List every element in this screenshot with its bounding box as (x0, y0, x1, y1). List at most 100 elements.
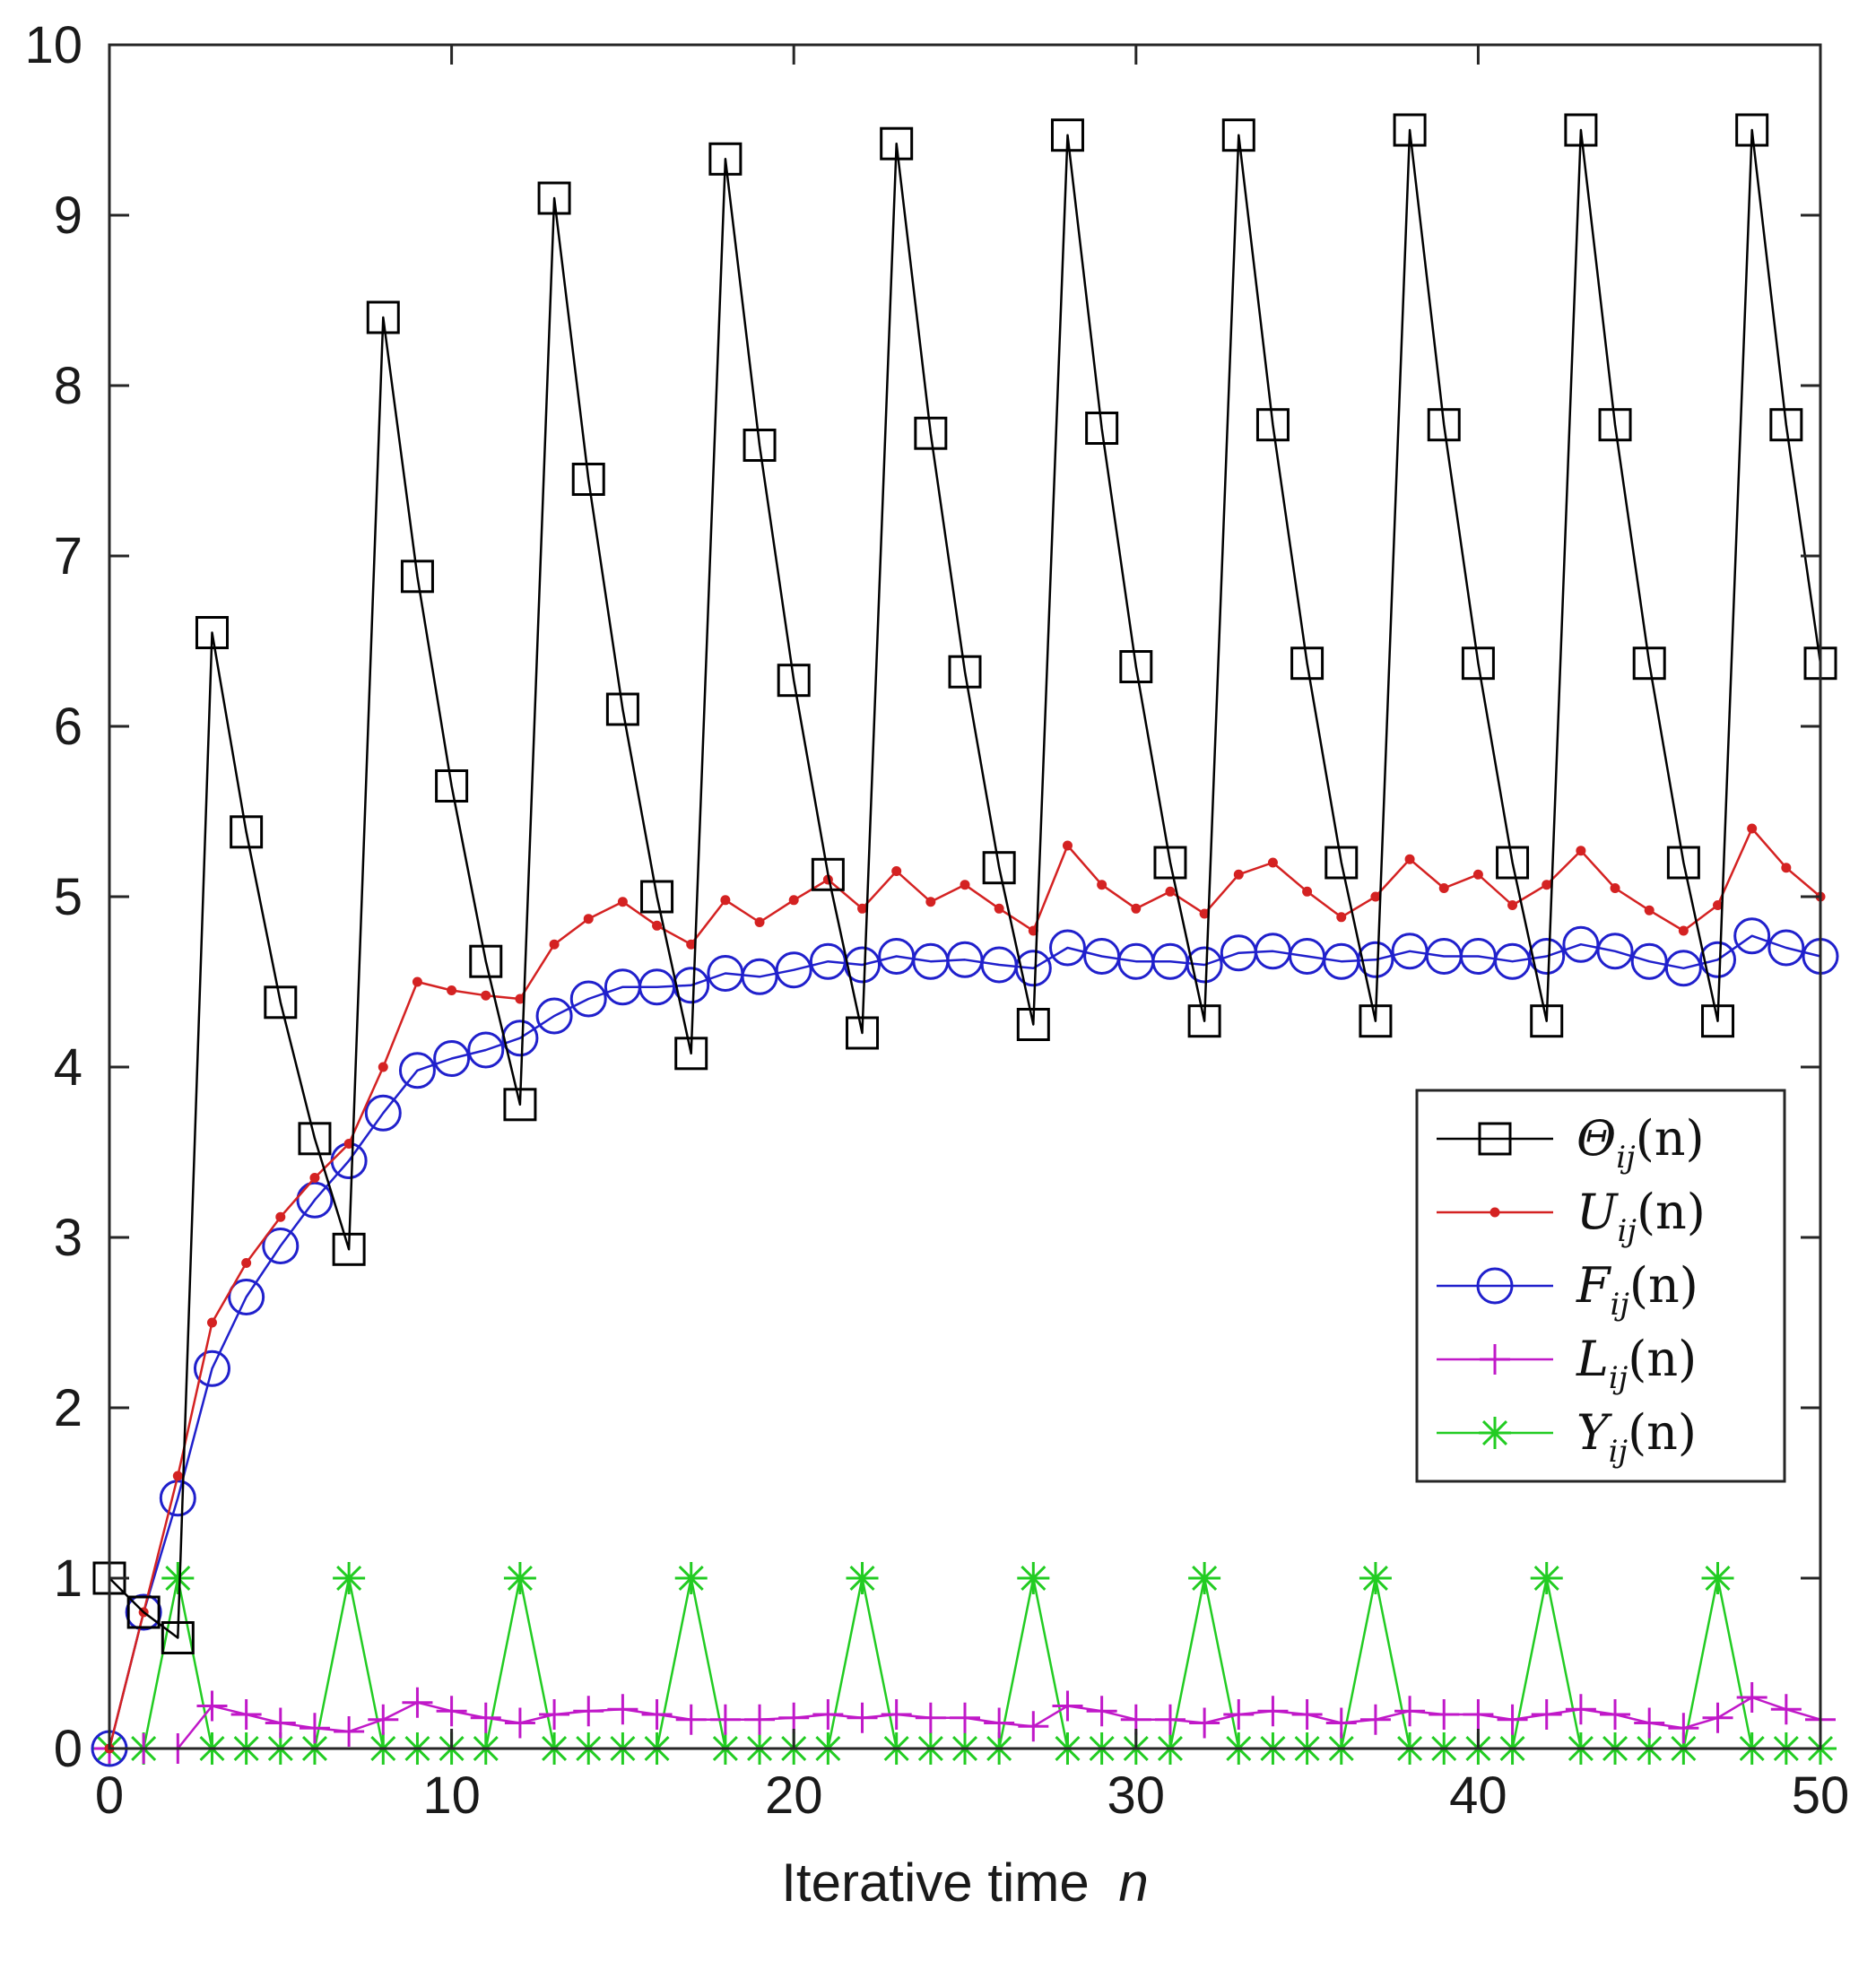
data-point (741, 958, 778, 995)
data-point (1735, 113, 1769, 147)
data-point (617, 897, 628, 907)
legend-symbol: L (1576, 1331, 1609, 1387)
data-point (1461, 647, 1495, 681)
data-point (569, 980, 607, 1018)
legend-subscript: ij (1618, 1213, 1637, 1249)
legend-symbol: F (1576, 1257, 1612, 1314)
data-point (674, 1037, 708, 1071)
data-point (1747, 823, 1758, 834)
data-point (467, 1031, 505, 1069)
legend-item: Fij(n) (1437, 1257, 1698, 1323)
data-point (1052, 1690, 1083, 1722)
data-point (948, 655, 982, 689)
data-point (1131, 903, 1142, 914)
data-point (368, 1704, 399, 1735)
data-point (1507, 900, 1518, 910)
data-point (366, 300, 400, 334)
legend-argument: (n) (1629, 1257, 1698, 1314)
data-point (1769, 408, 1803, 442)
data-point (332, 1232, 366, 1266)
x-axis-title-variable: n (1118, 1853, 1148, 1913)
data-point (275, 1211, 286, 1222)
data-point (1153, 846, 1187, 880)
data-point (777, 664, 811, 698)
data-point (1632, 647, 1666, 681)
series-line (109, 128, 1822, 1639)
data-point (1165, 886, 1176, 897)
data-point (1678, 925, 1689, 936)
data-point (1576, 846, 1586, 856)
data-point (262, 1228, 300, 1264)
data-point (1302, 886, 1313, 897)
series-u (104, 823, 1826, 1754)
data-point (994, 903, 1004, 914)
data-point (1564, 113, 1598, 147)
data-point (641, 1699, 673, 1730)
data-point (125, 1593, 162, 1631)
data-point (1394, 1696, 1426, 1727)
data-point (398, 1052, 436, 1089)
data-point (161, 1562, 195, 1594)
y-tick-label: 6 (54, 698, 83, 756)
x-tick-label: 50 (1792, 1766, 1850, 1825)
y-tick-label: 0 (54, 1720, 83, 1778)
data-point (264, 985, 298, 1020)
data-point (914, 416, 948, 450)
data-point (1463, 1699, 1494, 1730)
data-point (640, 880, 674, 914)
data-point (1562, 925, 1600, 963)
data-point (1404, 854, 1415, 864)
data-point (583, 914, 594, 924)
data-point (309, 1173, 320, 1183)
data-point (675, 1704, 707, 1735)
legend-label: Fij(n) (1576, 1257, 1698, 1323)
data-point (1050, 118, 1084, 152)
data-point (228, 1279, 265, 1315)
legend-subscript: ij (1610, 1287, 1629, 1323)
x-tick-label: 10 (422, 1766, 481, 1825)
data-point (674, 1562, 708, 1594)
data-point (195, 616, 229, 649)
data-point (1666, 846, 1700, 880)
data-point (1531, 1699, 1562, 1730)
data-point (1496, 846, 1530, 880)
data-point (296, 1181, 334, 1219)
data-point (1189, 1707, 1220, 1739)
y-tick-label: 3 (54, 1209, 83, 1267)
data-point (1600, 1699, 1631, 1730)
y-tick-label: 9 (54, 187, 83, 245)
data-point (1336, 912, 1347, 923)
data-point (193, 1349, 230, 1387)
data-point (744, 1704, 776, 1735)
data-point (1393, 113, 1427, 147)
legend-label: Θij(n) (1576, 1110, 1705, 1176)
data-point (1359, 1004, 1393, 1038)
data-point (1702, 1702, 1733, 1733)
legend-item: Yij(n) (1437, 1404, 1697, 1470)
data-point (503, 1088, 537, 1122)
ticks-layer: 0 10 20 30 40 50 0 1 2 3 4 5 6 7 8 9 10 (24, 16, 1849, 1825)
data-point (846, 1562, 879, 1594)
data-point (435, 769, 469, 803)
data-point (1018, 1711, 1049, 1742)
data-point (1767, 929, 1805, 967)
legend-item: Θij(n) (1437, 1110, 1705, 1176)
y-tick-label: 1 (54, 1549, 83, 1608)
data-point (720, 895, 731, 906)
y-tick-label: 10 (24, 16, 83, 74)
data-point (812, 1699, 844, 1730)
data-point (400, 560, 434, 594)
data-point (708, 142, 743, 176)
data-point (960, 880, 970, 890)
data-point (230, 1699, 262, 1730)
data-point (1291, 1699, 1323, 1730)
legend-item: Lij(n) (1437, 1331, 1697, 1396)
data-point (1359, 1562, 1392, 1594)
x-tick-label: 0 (95, 1766, 124, 1825)
data-point (1713, 900, 1724, 910)
data-point (1472, 869, 1483, 880)
data-point (846, 1016, 880, 1050)
legend-symbol: Y (1576, 1404, 1612, 1461)
data-point (844, 946, 882, 984)
